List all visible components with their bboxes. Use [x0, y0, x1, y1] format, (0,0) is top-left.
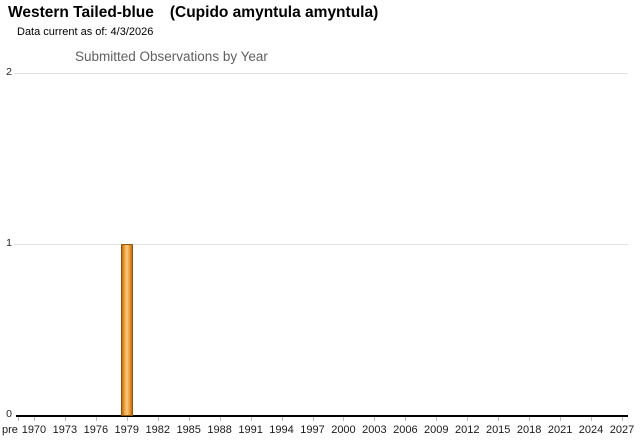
chart-title: Submitted Observations by Year — [75, 49, 268, 64]
x-axis-label: 1985 — [176, 424, 201, 436]
x-axis-label: 2015 — [485, 424, 511, 436]
x-axis-tick — [436, 417, 438, 421]
x-axis-tick — [250, 417, 252, 421]
y-axis-label: 0 — [6, 408, 12, 420]
x-axis-label: 1970 — [21, 424, 47, 436]
data-current-label: Data current as of: 4/3/2026 — [17, 26, 154, 38]
x-axis-label: 2018 — [516, 424, 542, 436]
x-axis-label: 2027 — [609, 424, 635, 436]
x-axis-label: 2012 — [455, 424, 480, 436]
x-axis-label: 1997 — [300, 424, 325, 436]
x-axis-tick — [126, 417, 128, 421]
y-axis-label: 2 — [6, 66, 12, 78]
x-axis-tick — [219, 417, 221, 421]
x-axis-label: 1988 — [207, 424, 232, 436]
x-axis-label: 1973 — [52, 424, 78, 436]
x-axis-line — [16, 415, 628, 417]
x-axis-label: 1982 — [145, 424, 170, 436]
x-axis-tick — [64, 417, 66, 421]
observation-bar-1979[interactable] — [120, 244, 133, 416]
y-gridline — [14, 73, 628, 74]
x-axis-tick — [312, 417, 314, 421]
x-axis-tick — [33, 417, 35, 421]
species-scientific-name: (Cupido amyntula amyntula) — [169, 4, 379, 21]
x-axis-tick — [95, 417, 97, 421]
x-axis-label: 2006 — [393, 424, 418, 436]
x-axis-tick — [622, 417, 623, 421]
x-axis-tick — [374, 417, 376, 421]
page-title: Western Tailed-blue (Cupido amyntula amyn… — [8, 4, 378, 22]
x-axis-label: 2024 — [578, 424, 604, 436]
x-axis-label: 2000 — [331, 424, 356, 436]
x-axis-label: 1976 — [83, 424, 109, 436]
x-axis-tick — [560, 417, 562, 421]
x-axis-tick — [281, 417, 283, 421]
x-axis-tick — [157, 417, 159, 421]
x-axis-label: 1991 — [238, 424, 263, 436]
x-axis-label: 2003 — [362, 424, 387, 436]
x-axis-tick — [405, 417, 407, 421]
x-axis-tick — [18, 417, 19, 421]
x-axis-label: 1994 — [269, 424, 294, 436]
x-axis-label: 2009 — [424, 424, 449, 436]
x-axis-tick — [467, 417, 469, 421]
x-axis-tick — [529, 417, 531, 421]
x-axis-label: 1979 — [114, 424, 140, 436]
x-axis-label: pre — [2, 424, 18, 436]
x-axis-tick — [498, 417, 500, 421]
x-axis-label: 2021 — [547, 424, 573, 436]
species-common-name: Western Tailed-blue — [8, 4, 154, 21]
y-gridline — [14, 244, 628, 245]
x-axis-tick — [591, 417, 593, 421]
x-axis-tick — [343, 417, 345, 421]
y-axis-label: 1 — [6, 237, 12, 249]
x-axis-tick — [188, 417, 190, 421]
